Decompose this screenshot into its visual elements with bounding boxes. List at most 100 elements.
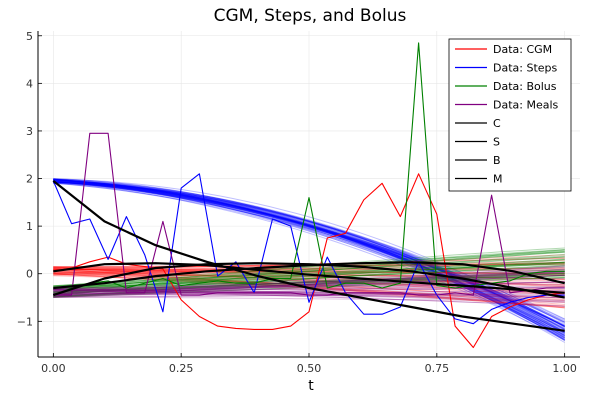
ensemble-line [53,266,565,309]
series-line-data-cgm [53,173,565,349]
ensemble-line [53,181,565,335]
x-tick-label: 0.25 [169,362,194,375]
ensemble-line [53,179,565,339]
ensemble-line [53,262,565,295]
ensemble-line [53,268,565,295]
ensemble-line [53,289,565,307]
ensemble-line [53,181,565,333]
ensemble-line [53,271,565,291]
legend-label: S [493,136,500,149]
ensemble-line [53,178,565,326]
ensemble-line [53,272,565,293]
tick-labels: 0.00 0.25 0.50 0.75 1.00 −1 0 1 2 3 4 5 [17,30,577,375]
ensemble-line [53,289,565,298]
ensemble-line [53,178,565,325]
ensemble-line [53,286,565,296]
ensemble-line [53,179,565,341]
ensemble-line [53,274,565,294]
series-line-m [52,262,565,299]
ensemble-line [53,179,565,336]
ensemble-line [53,273,565,293]
ensemble-line [53,269,565,294]
ensemble-line [53,271,565,294]
ensemble-line [53,178,565,329]
ensemble-line [53,181,565,334]
chart-title: CGM, Steps, and Bolus [214,6,407,26]
ensemble-line [53,289,565,307]
ensemble-line [53,266,565,292]
ensemble-line [53,265,565,290]
ensemble-line [53,179,565,320]
ensemble-line [53,270,565,305]
x-tick-label: 0.75 [425,362,450,375]
ensemble-line [53,262,565,276]
ensemble-line [53,178,565,339]
ensemble-line [53,266,565,275]
legend-label: Data: CGM [493,43,552,56]
ensemble-line [53,288,565,299]
ensemble-line [53,182,565,338]
legend: Data: CGM Data: Steps Data: Bolus Data: Mea… [448,38,572,192]
ensemble-line [53,277,565,289]
ensemble-line [53,267,565,270]
ensemble-line [53,271,565,288]
ensemble-line [53,274,565,295]
ensemble-line [53,274,565,295]
ensemble-line [53,178,565,340]
y-tick-label: 3 [26,125,33,138]
x-tick-label: 0.50 [297,362,322,375]
legend-label: Data: Steps [493,62,558,75]
y-tick-label: 4 [26,77,33,90]
ensemble-line [53,178,565,333]
legend-label: B [493,154,501,167]
ensemble-line [53,268,565,275]
series-lines [52,42,565,349]
x-axis-label: t [308,378,314,394]
ensemble-line [53,182,565,341]
ensemble-line [53,179,565,336]
ensemble-line [53,180,565,341]
series-line-c [53,262,565,294]
ensemble-line [53,269,565,296]
ensemble-line [53,179,565,337]
ensemble-line [53,250,565,290]
ensemble-line [53,271,565,297]
ensemble-line [53,288,565,301]
ensemble-line [53,181,565,341]
ensemble-line [53,289,565,296]
ensemble-line [53,181,565,335]
ensemble-line [53,181,565,333]
ensemble-line [53,181,565,341]
ensemble-line [53,251,565,297]
ensemble-line [53,180,565,328]
series-line-data-meals [53,132,565,296]
ensemble-line [53,180,565,323]
ensemble-line [53,182,565,336]
y-tick-label: 1 [26,220,33,233]
ensemble-line [53,269,565,295]
ensemble-line [53,281,565,291]
ensemble-line [53,182,565,337]
series-line-data-bolus [53,42,565,296]
ensemble-line [53,267,565,275]
ensemble-line [53,179,565,334]
ensemble-line [53,272,565,295]
ensemble-line [53,180,565,341]
ensemble-line [53,180,565,333]
ensemble-line [53,178,565,336]
legend-box [448,38,572,192]
series-line-s [52,180,565,332]
ensemble-line [53,281,565,289]
ensemble-line [53,265,565,295]
ensemble-line [53,275,565,293]
ensemble-line [53,178,565,328]
ensemble-line [53,266,565,272]
ensemble-line [53,270,565,292]
ensemble-line [53,249,565,289]
legend-label: Data: Bolus [493,80,557,93]
ensemble-line [53,290,565,295]
y-tick-label: −1 [17,315,33,328]
ensemble-line [53,251,565,287]
y-tick-label: 5 [26,30,33,43]
